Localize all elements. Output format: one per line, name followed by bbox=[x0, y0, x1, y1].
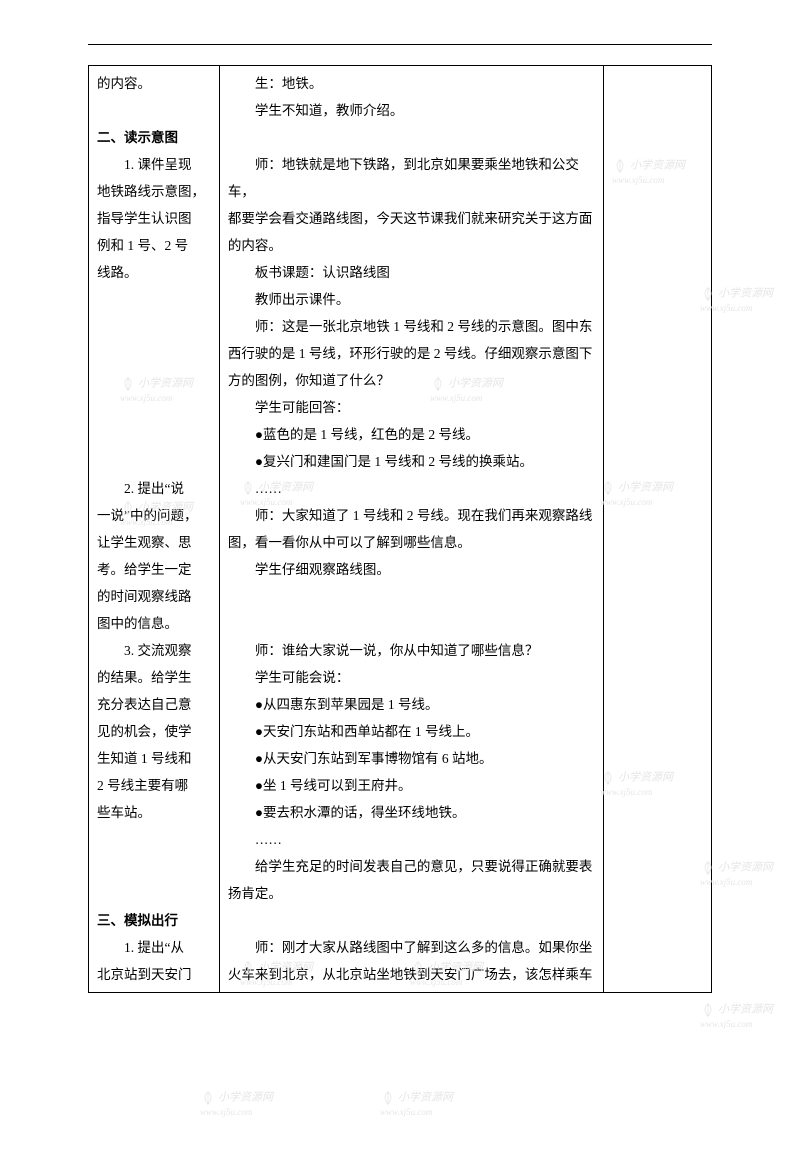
left-text: 1. 课件呈现 bbox=[97, 151, 211, 178]
mid-text: 师：刚才大家从路线图中了解到这么多的信息。如果你坐 bbox=[228, 934, 595, 961]
page: 小学资源网www.xj5u.com 小学资源网www.xj5u.com 小学资源网w… bbox=[0, 0, 800, 1154]
blank-line bbox=[228, 907, 595, 934]
mid-text: 师：地铁就是地下铁路，到北京如果要乘坐地铁和公交车， bbox=[228, 151, 595, 205]
blank-line bbox=[97, 880, 211, 907]
mid-text: 给学生充足的时间发表自己的意见，只要说得正确就要表 bbox=[228, 853, 595, 880]
mid-text: 师：这是一张北京地铁 1 号线和 2 号线的示意图。图中东 bbox=[228, 313, 595, 340]
mid-column: 生：地铁。 学生不知道，教师介绍。 师：地铁就是地下铁路，到北京如果要乘坐地铁和… bbox=[219, 66, 603, 993]
mid-text: 教师出示课件。 bbox=[228, 286, 595, 313]
blank-line bbox=[97, 394, 211, 421]
left-text: 图中的信息。 bbox=[97, 610, 211, 637]
mid-text: 学生可能回答： bbox=[228, 394, 595, 421]
mid-text: ●蓝色的是 1 号线，红色的是 2 号线。 bbox=[228, 421, 595, 448]
left-text: 例和 1 号、2 号 bbox=[97, 232, 211, 259]
mid-text: 西行驶的是 1 号线，环形行驶的是 2 号线。仔细观察示意图下 bbox=[228, 340, 595, 367]
blank-line bbox=[228, 610, 595, 637]
mid-text: ●从四惠东到苹果园是 1 号线。 bbox=[228, 691, 595, 718]
left-text: 生知道 1 号线和 bbox=[97, 745, 211, 772]
left-text: 指导学生认识图 bbox=[97, 205, 211, 232]
table-row: 的内容。 二、读示意图 1. 课件呈现 地铁路线示意图， 指导学生认识图 例和 … bbox=[89, 66, 712, 993]
left-text: 北京站到天安门 bbox=[97, 961, 211, 988]
mid-text: 图，看一看你从中可以了解到哪些信息。 bbox=[228, 529, 595, 556]
left-text: 的结果。给学生 bbox=[97, 664, 211, 691]
mid-text: ●天安门东站和西单站都在 1 号线上。 bbox=[228, 718, 595, 745]
blank-line bbox=[228, 124, 595, 151]
blank-line bbox=[97, 853, 211, 880]
left-text: 些车站。 bbox=[97, 799, 211, 826]
left-text: 2 号线主要有哪 bbox=[97, 772, 211, 799]
mid-text: 师：谁给大家说一说，你从中知道了哪些信息？ bbox=[228, 637, 595, 664]
left-column: 的内容。 二、读示意图 1. 课件呈现 地铁路线示意图， 指导学生认识图 例和 … bbox=[89, 66, 220, 993]
mid-text: 学生不知道，教师介绍。 bbox=[228, 97, 595, 124]
section-heading-3: 三、模拟出行 bbox=[97, 907, 211, 934]
watermark: 小学资源网www.xj5u.com bbox=[700, 1002, 773, 1031]
left-text: 3. 交流观察 bbox=[97, 637, 211, 664]
left-text: 地铁路线示意图， bbox=[97, 178, 211, 205]
blank-line bbox=[97, 421, 211, 448]
blank-line bbox=[97, 313, 211, 340]
right-column bbox=[604, 66, 712, 993]
left-text: 1. 提出“从 bbox=[97, 934, 211, 961]
mid-text: 师：大家知道了 1 号线和 2 号线。现在我们再来观察路线 bbox=[228, 502, 595, 529]
left-text: 考。给学生一定 bbox=[97, 556, 211, 583]
blank-line bbox=[97, 97, 211, 124]
mid-text: ●要去积水潭的话，得坐环线地铁。 bbox=[228, 799, 595, 826]
blank-line bbox=[97, 367, 211, 394]
left-text: 见的机会，使学 bbox=[97, 718, 211, 745]
mid-text: ●坐 1 号线可以到王府井。 bbox=[228, 772, 595, 799]
blank-line bbox=[228, 583, 595, 610]
mid-text: 的内容。 bbox=[228, 232, 595, 259]
left-text: 一说”中的问题， bbox=[97, 502, 211, 529]
content-table: 的内容。 二、读示意图 1. 课件呈现 地铁路线示意图， 指导学生认识图 例和 … bbox=[88, 65, 712, 993]
mid-text: 扬肯定。 bbox=[228, 880, 595, 907]
mid-text: 方的图例，你知道了什么？ bbox=[228, 367, 595, 394]
left-text: 线路。 bbox=[97, 259, 211, 286]
mid-text: …… bbox=[228, 475, 595, 502]
mid-text: ●从天安门东站到军事博物馆有 6 站地。 bbox=[228, 745, 595, 772]
mid-text: …… bbox=[228, 826, 595, 853]
blank-line bbox=[97, 826, 211, 853]
mid-text: 生：地铁。 bbox=[228, 70, 595, 97]
header-rule bbox=[88, 44, 712, 45]
mid-text: 学生可能会说： bbox=[228, 664, 595, 691]
left-text: 充分表达自己意 bbox=[97, 691, 211, 718]
left-text: 让学生观察、思 bbox=[97, 529, 211, 556]
mid-text: ●复兴门和建国门是 1 号线和 2 号线的换乘站。 bbox=[228, 448, 595, 475]
watermark: 小学资源网www.xj5u.com bbox=[380, 1090, 453, 1119]
mid-text: 板书课题：认识路线图 bbox=[228, 259, 595, 286]
mid-text: 学生仔细观察路线图。 bbox=[228, 556, 595, 583]
watermark: 小学资源网www.xj5u.com bbox=[200, 1090, 273, 1119]
left-text: 2. 提出“说 bbox=[97, 475, 211, 502]
blank-line bbox=[97, 286, 211, 313]
left-text: 的内容。 bbox=[97, 70, 211, 97]
blank-line bbox=[97, 448, 211, 475]
section-heading-2: 二、读示意图 bbox=[97, 124, 211, 151]
blank-line bbox=[97, 340, 211, 367]
left-text: 的时间观察线路 bbox=[97, 583, 211, 610]
mid-text: 都要学会看交通路线图，今天这节课我们就来研究关于这方面 bbox=[228, 205, 595, 232]
mid-text: 火车来到北京，从北京站坐地铁到天安门广场去，该怎样乘车 bbox=[228, 961, 595, 988]
